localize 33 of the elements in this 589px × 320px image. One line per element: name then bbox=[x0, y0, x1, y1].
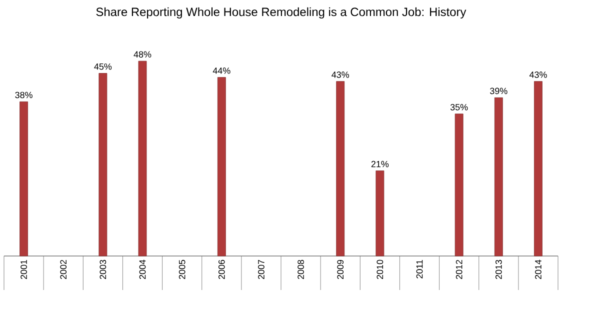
x-tick-label: 2011 bbox=[416, 260, 423, 278]
data-label: 48% bbox=[134, 51, 152, 58]
data-label: 35% bbox=[450, 104, 468, 110]
bar bbox=[534, 81, 542, 256]
data-label: 43% bbox=[332, 72, 350, 78]
x-tick-label: 2014 bbox=[535, 260, 542, 280]
bar bbox=[454, 114, 464, 256]
x-tick-label: 2001 bbox=[20, 260, 27, 280]
bar bbox=[98, 73, 108, 256]
x-tick-label: 2008 bbox=[298, 260, 304, 280]
bar bbox=[376, 170, 384, 256]
data-label: 45% bbox=[94, 63, 112, 70]
chart-title: Share Reporting Whole House Remodeling is a Common Job: History bbox=[96, 7, 466, 19]
data-label: 38% bbox=[15, 92, 32, 98]
x-tick-label: 2012 bbox=[456, 260, 462, 280]
x-tick-label: 2007 bbox=[258, 260, 264, 280]
bar bbox=[336, 81, 345, 256]
x-tick-label: 2009 bbox=[337, 260, 344, 280]
x-tick-label: 2004 bbox=[139, 260, 146, 280]
x-tick-label: 2010 bbox=[376, 260, 384, 280]
bar bbox=[217, 77, 226, 256]
x-tick-label: 2006 bbox=[218, 260, 225, 280]
x-tick-label: 2005 bbox=[178, 260, 186, 280]
bar bbox=[20, 101, 28, 256]
bar bbox=[494, 97, 503, 256]
x-tick-label: 2003 bbox=[100, 260, 106, 280]
bar bbox=[138, 60, 147, 256]
data-label: 44% bbox=[212, 68, 230, 74]
data-label: 43% bbox=[529, 72, 547, 78]
x-tick-label: 2002 bbox=[60, 260, 67, 280]
data-label: 39% bbox=[490, 88, 508, 94]
data-label: 21% bbox=[371, 160, 389, 168]
x-tick-label: 2013 bbox=[495, 260, 502, 280]
